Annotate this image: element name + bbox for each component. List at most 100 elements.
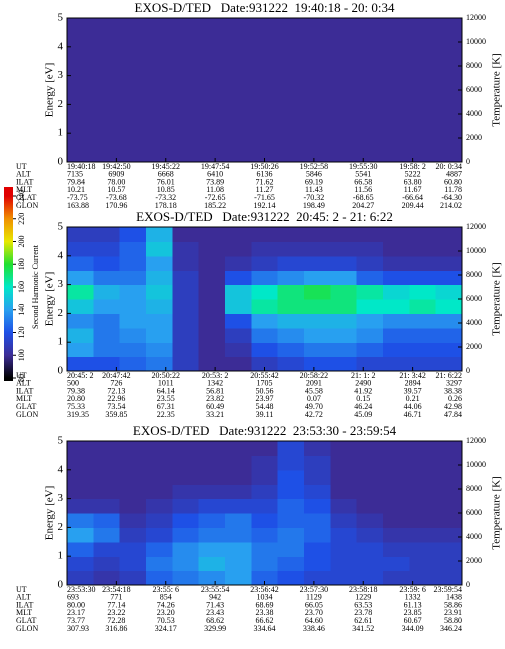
- heatmap-cell: [146, 255, 173, 271]
- heatmap-cell: [119, 241, 147, 257]
- heatmap-cell: [119, 147, 147, 163]
- table-cell: 19:47:54: [201, 162, 229, 171]
- heatmap-cell: [146, 455, 173, 471]
- heatmap-cell: [93, 90, 121, 105]
- y2-tick-label: 10000: [466, 460, 486, 469]
- heatmap-cell: [93, 270, 121, 286]
- table-cell: 19:50:26: [250, 162, 278, 171]
- heatmap-cell: [330, 46, 358, 62]
- table-cell: 38.38: [444, 386, 462, 395]
- heatmap-cell: [67, 241, 94, 257]
- table-cell: 3297: [446, 379, 462, 388]
- y-tick-label: 2: [58, 98, 64, 110]
- heatmap-cell: [409, 570, 437, 586]
- table-cell: 346.24: [440, 624, 462, 633]
- row-label: ILAT: [16, 600, 33, 609]
- heatmap-cell: [356, 32, 384, 48]
- heatmap-cell: [225, 133, 252, 149]
- table-cell: 1342: [207, 379, 223, 388]
- table-cell: 23:58:18: [349, 585, 377, 594]
- heatmap-cell: [146, 469, 173, 485]
- table-cell: 20:53: 2: [202, 371, 228, 380]
- table-cell: 63.53: [354, 600, 372, 609]
- table-cell: -66.64: [402, 193, 423, 202]
- table-cell: 23:54:18: [102, 585, 130, 594]
- table-cell: 60.67: [404, 616, 422, 625]
- heatmap-cell: [198, 527, 226, 543]
- table-cell: 23.22: [107, 608, 125, 617]
- table-cell: 11.43: [305, 185, 323, 194]
- heatmap-cell: [304, 327, 331, 343]
- heatmap-cell: [93, 327, 121, 343]
- table-cell: 23.43: [206, 608, 224, 617]
- heatmap-cell: [330, 255, 358, 271]
- table-cell: 19:40:18: [67, 162, 95, 171]
- heatmap-cell: [67, 18, 94, 33]
- heatmap-cell: [277, 455, 305, 471]
- y-tick-label: 3: [58, 492, 64, 504]
- table-cell: -72.65: [205, 193, 226, 202]
- heatmap-cell: [383, 32, 410, 48]
- heatmap-cell: [356, 513, 384, 528]
- heatmap-cell: [356, 75, 384, 91]
- heatmap-cell: [330, 104, 358, 120]
- heatmap-cell: [435, 241, 463, 257]
- row-label: MLT: [16, 185, 32, 194]
- heatmap-cell: [330, 342, 358, 358]
- table-cell: 7135: [67, 170, 83, 179]
- colorbar-tick-label: 200: [17, 236, 26, 248]
- heatmap-cell: [119, 18, 147, 33]
- heatmap-cell: [67, 469, 94, 485]
- table-cell: 69.19: [305, 177, 323, 186]
- heatmap-cell: [119, 227, 147, 242]
- table-cell: 338.46: [303, 624, 325, 633]
- heatmap-cell: [93, 484, 121, 500]
- heatmap-cell: [172, 455, 200, 471]
- heatmap-cell: [277, 227, 305, 242]
- table-cell: 19:55:30: [349, 162, 377, 171]
- heatmap-cell: [93, 284, 121, 300]
- heatmap-cell: [409, 299, 437, 314]
- heatmap-cell: [383, 342, 410, 358]
- heatmap-cell: [409, 147, 437, 163]
- heatmap-cell: [409, 270, 437, 286]
- heatmap-cell: [198, 570, 226, 586]
- table-cell: 44.06: [404, 402, 422, 411]
- heatmap-cell: [383, 498, 410, 514]
- heatmap-cell: [251, 46, 279, 62]
- heatmap-cell: [251, 527, 279, 543]
- heatmap-cell: [435, 556, 463, 572]
- heatmap-cell: [304, 313, 331, 329]
- heatmap-cell: [304, 570, 331, 586]
- y2-tick-label: 0: [466, 366, 470, 375]
- heatmap-cell: [225, 299, 252, 314]
- heatmap-cell: [119, 90, 147, 105]
- heatmap-cell: [93, 498, 121, 514]
- heatmap-cell: [146, 441, 173, 456]
- heatmap-cell: [409, 227, 437, 242]
- table-cell: 80.00: [67, 600, 85, 609]
- heatmap-cell: [225, 46, 252, 62]
- heatmap-cell: [435, 255, 463, 271]
- heatmap-cell: [225, 556, 252, 572]
- y-tick-label: 1: [58, 127, 64, 139]
- heatmap-cell: [409, 541, 437, 557]
- heatmap-cell: [172, 527, 200, 543]
- table-cell: 60.80: [444, 177, 462, 186]
- heatmap-cell: [277, 32, 305, 48]
- table-cell: 19:52:58: [300, 162, 328, 171]
- heatmap-cell: [198, 327, 226, 343]
- heatmap-cell: [251, 133, 279, 149]
- y2-axis-label: Temperature [K]: [491, 476, 503, 549]
- table-cell: 0.07: [307, 394, 321, 403]
- row-label: ALT: [16, 170, 31, 179]
- heatmap-cell: [198, 441, 226, 456]
- heatmap-cell: [251, 90, 279, 105]
- table-cell: 58.80: [444, 616, 462, 625]
- heatmap-cell: [383, 284, 410, 300]
- heatmap-cell: [304, 469, 331, 485]
- heatmap-cell: [330, 241, 358, 257]
- heatmap-cell: [330, 227, 358, 242]
- table-cell: 6668: [158, 170, 174, 179]
- heatmap-cell: [198, 133, 226, 149]
